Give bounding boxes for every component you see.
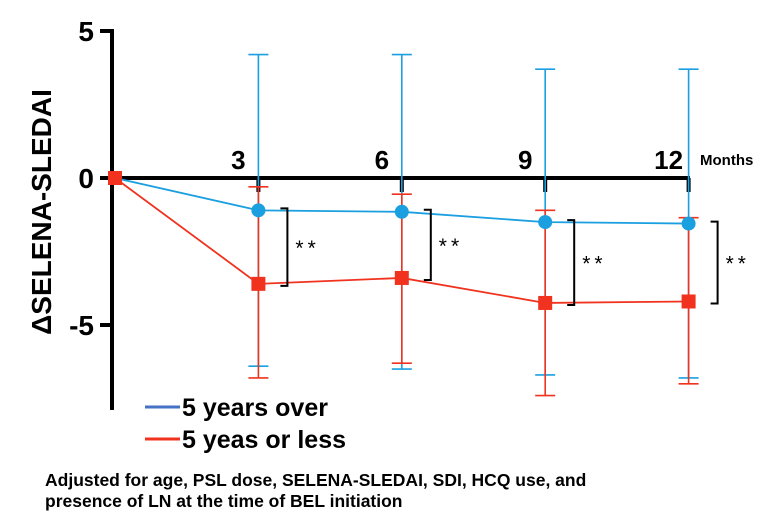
- data-point: [538, 215, 553, 230]
- footnote-line-2: presence of LN at the time of BEL initia…: [45, 491, 403, 511]
- data-point: [394, 270, 409, 285]
- footnote-line-1: Adjusted for age, PSL dose, SELENA-SLEDA…: [45, 470, 587, 490]
- x-tick-label: 9: [518, 145, 532, 175]
- y-tick-label: -5: [69, 310, 94, 341]
- x-unit-label: Months: [700, 152, 753, 169]
- y-tick-label: 0: [78, 163, 94, 194]
- significance-brackets: ** ** ** **: [280, 207, 750, 306]
- significance-label: **: [439, 235, 463, 258]
- data-point: [538, 295, 553, 310]
- x-tick-label: 3: [231, 145, 245, 175]
- significance-label: **: [295, 237, 319, 260]
- footnote: Adjusted for age, PSL dose, SELENA-SLEDA…: [45, 470, 765, 512]
- y-tick-label: 5: [78, 16, 94, 47]
- data-point: [251, 203, 266, 218]
- significance-bracket: [567, 219, 576, 306]
- chart: 5 0 -5 ΔSELENA-SLEDAI 3 6 9 12 Months ** ** ** ** 5…: [26, 16, 753, 454]
- significance-bracket: [280, 207, 289, 287]
- axes: 5 0 -5 ΔSELENA-SLEDAI 3 6 9 12 Months: [26, 16, 753, 410]
- legend-label: 5 yeas or less: [182, 426, 346, 454]
- legend: 5 years over 5 yeas or less: [145, 394, 346, 454]
- series-markers: [108, 171, 696, 310]
- significance-bracket: [710, 220, 719, 305]
- legend-label: 5 years over: [182, 394, 328, 422]
- significance-label: **: [582, 253, 606, 276]
- error-bars: [248, 53, 699, 397]
- data-point: [108, 171, 122, 185]
- x-tick-label: 6: [375, 145, 389, 175]
- significance-bracket: [423, 208, 432, 281]
- data-point: [681, 294, 696, 309]
- y-axis-label: ΔSELENA-SLEDAI: [26, 89, 57, 335]
- data-point: [394, 204, 409, 219]
- significance-label: **: [726, 253, 750, 276]
- x-tick-label: 12: [654, 145, 683, 175]
- data-point: [681, 216, 696, 231]
- data-point: [251, 276, 266, 291]
